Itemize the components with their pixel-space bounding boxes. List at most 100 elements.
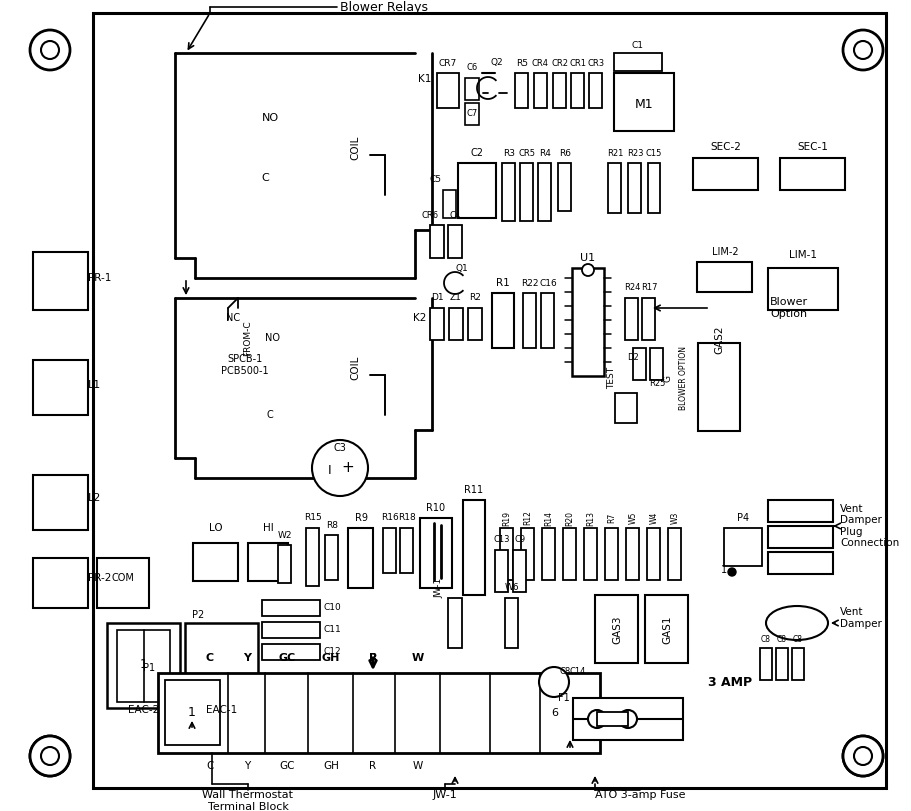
Bar xyxy=(185,623,258,708)
Circle shape xyxy=(854,747,872,765)
Bar xyxy=(500,528,513,580)
Circle shape xyxy=(582,264,594,276)
Bar xyxy=(668,528,681,580)
Text: R15: R15 xyxy=(304,513,322,522)
Text: C: C xyxy=(206,761,214,771)
Text: C6: C6 xyxy=(466,63,477,72)
Text: R: R xyxy=(370,761,376,771)
Text: K1: K1 xyxy=(418,74,432,84)
Bar xyxy=(400,528,413,573)
Text: R17: R17 xyxy=(640,284,657,293)
Bar xyxy=(768,268,838,310)
Text: C8: C8 xyxy=(761,636,771,645)
Bar xyxy=(465,103,479,125)
Text: SEC-2: SEC-2 xyxy=(711,142,742,152)
Text: R11: R11 xyxy=(465,485,484,495)
Text: R22: R22 xyxy=(521,278,538,288)
Bar xyxy=(523,293,536,348)
Text: Y: Y xyxy=(244,761,251,771)
Text: GAS2: GAS2 xyxy=(714,326,724,354)
Text: Wall Thermostat
Terminal Block: Wall Thermostat Terminal Block xyxy=(202,790,293,811)
Text: PR-1: PR-1 xyxy=(88,273,111,283)
Text: R20: R20 xyxy=(566,510,575,526)
Bar xyxy=(626,528,639,580)
Bar xyxy=(724,528,762,566)
Text: R7: R7 xyxy=(608,513,617,523)
Bar xyxy=(348,528,373,588)
Text: C9: C9 xyxy=(515,535,526,544)
Bar xyxy=(505,598,518,648)
Text: 1: 1 xyxy=(188,706,196,719)
Text: ATO 3-amp Fuse: ATO 3-amp Fuse xyxy=(595,790,685,800)
Text: W2: W2 xyxy=(278,530,292,539)
Text: R13: R13 xyxy=(587,510,596,526)
Bar xyxy=(278,545,291,583)
Bar xyxy=(768,552,833,574)
Text: C14: C14 xyxy=(569,667,586,676)
Text: C8: C8 xyxy=(559,667,570,676)
Text: GH: GH xyxy=(322,653,340,663)
Text: COM: COM xyxy=(111,573,135,583)
Text: CR3: CR3 xyxy=(588,58,605,67)
Bar xyxy=(628,163,641,213)
Bar xyxy=(383,528,396,573)
Ellipse shape xyxy=(766,606,828,640)
Bar xyxy=(513,550,526,592)
Bar xyxy=(693,158,758,190)
Bar xyxy=(792,648,804,680)
Text: C7: C7 xyxy=(466,109,477,118)
Text: 3 AMP: 3 AMP xyxy=(708,676,752,689)
Text: NO: NO xyxy=(261,113,279,123)
Text: I: I xyxy=(328,464,332,477)
Bar xyxy=(458,163,496,218)
Bar xyxy=(502,163,515,221)
Text: 1: 1 xyxy=(140,659,148,672)
Bar xyxy=(33,360,88,415)
Bar xyxy=(248,543,288,581)
Bar xyxy=(33,558,88,608)
Text: +: + xyxy=(342,461,354,475)
Bar xyxy=(625,298,638,340)
Bar xyxy=(262,600,320,616)
Text: Blower Relays: Blower Relays xyxy=(340,1,428,14)
Circle shape xyxy=(539,667,569,697)
Text: R10: R10 xyxy=(426,503,445,513)
Text: C16: C16 xyxy=(539,278,557,288)
Text: GC: GC xyxy=(280,761,295,771)
Text: LO: LO xyxy=(210,523,223,533)
Bar xyxy=(463,500,485,595)
Text: SPCB-1
PCB500-1: SPCB-1 PCB500-1 xyxy=(221,354,269,375)
Bar xyxy=(647,528,660,580)
Circle shape xyxy=(41,41,59,59)
Text: C4: C4 xyxy=(449,211,461,220)
Bar xyxy=(430,225,444,258)
Text: R9: R9 xyxy=(354,513,367,523)
Bar xyxy=(608,163,621,213)
Text: R21: R21 xyxy=(607,148,623,157)
Bar xyxy=(97,558,149,608)
Bar xyxy=(572,268,604,376)
Text: R19: R19 xyxy=(503,510,511,526)
Text: GAS3: GAS3 xyxy=(612,616,622,644)
Text: CR2: CR2 xyxy=(551,58,568,67)
Bar xyxy=(642,298,655,340)
Text: R24: R24 xyxy=(624,284,640,293)
Text: R14: R14 xyxy=(545,510,554,526)
Text: U1: U1 xyxy=(580,253,596,263)
Bar xyxy=(563,528,576,580)
Text: R18: R18 xyxy=(398,513,416,522)
Text: P2: P2 xyxy=(192,610,204,620)
Text: R25: R25 xyxy=(649,379,665,388)
Text: GC: GC xyxy=(279,653,296,663)
Bar xyxy=(589,73,602,108)
Text: D1: D1 xyxy=(431,294,444,303)
Bar xyxy=(306,528,319,586)
Circle shape xyxy=(41,747,59,765)
Text: R6: R6 xyxy=(559,148,571,157)
Circle shape xyxy=(588,710,606,728)
Text: CR1: CR1 xyxy=(569,58,587,67)
Text: W: W xyxy=(412,653,425,663)
Text: Q2: Q2 xyxy=(491,58,503,67)
Circle shape xyxy=(41,747,59,765)
Bar xyxy=(117,630,170,702)
